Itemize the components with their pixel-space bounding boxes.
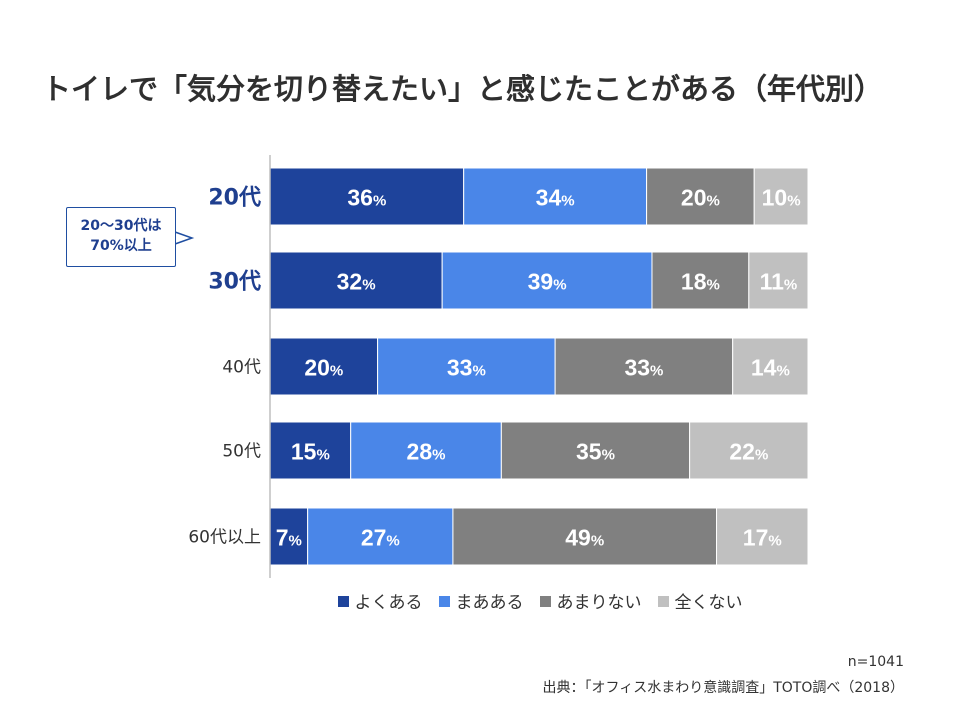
- bar-segment: [732, 337, 809, 396]
- data-label: 11%: [760, 269, 798, 295]
- legend-label: よくある: [354, 593, 423, 613]
- bar-segment: [269, 337, 379, 396]
- data-label: 10%: [762, 185, 801, 211]
- data-label: 32%: [337, 269, 376, 295]
- callout-pointer: [174, 231, 195, 245]
- legend-label: 全くない: [674, 593, 743, 613]
- legend-item: よくある: [337, 588, 423, 613]
- legend-label: あまりない: [556, 593, 642, 613]
- data-label: 27%: [361, 525, 400, 551]
- bar-segment: [753, 167, 809, 226]
- data-label: 15%: [291, 439, 330, 465]
- bar-segment: [350, 421, 502, 480]
- data-label: 18%: [681, 269, 720, 295]
- bar-segment: [646, 167, 755, 226]
- callout-text: 20〜30代は 70%以上: [80, 218, 162, 254]
- bar-segment: [269, 167, 465, 226]
- data-label: 28%: [407, 439, 446, 465]
- data-label: 22%: [729, 439, 768, 465]
- data-label: 33%: [447, 355, 486, 381]
- data-label: 17%: [743, 525, 782, 551]
- legend-label: まあある: [455, 593, 524, 613]
- bar-segment: [748, 251, 809, 310]
- bar-segment: [269, 251, 443, 310]
- bar-segment: [651, 251, 750, 310]
- bar-segment: [716, 507, 809, 566]
- legend-swatch: [337, 596, 349, 607]
- data-label: 49%: [565, 525, 604, 551]
- data-label: 7%: [276, 525, 302, 551]
- sample-size-note: n=1041: [847, 654, 904, 670]
- bar-segment: [689, 421, 809, 480]
- category-label: 30代: [208, 270, 261, 295]
- bar-segment: [307, 507, 454, 566]
- legend-swatch: [657, 596, 669, 607]
- legend-item: あまりない: [539, 588, 642, 613]
- data-label: 39%: [528, 269, 567, 295]
- data-label: 34%: [536, 185, 575, 211]
- legend-swatch: [438, 596, 450, 607]
- data-label: 36%: [347, 185, 386, 211]
- source-note: 出典：「オフィス水まわり意識調査」TOTO調べ（2018）: [542, 680, 905, 696]
- legend-swatch: [539, 596, 551, 607]
- bar-segment: [441, 251, 653, 310]
- bar-segment: [452, 507, 718, 566]
- data-label: 20%: [304, 355, 343, 381]
- data-label: 33%: [624, 355, 663, 381]
- chart-title: トイレで「気分を切り替えたい」と感じたことがある（年代別）: [42, 72, 884, 106]
- category-label: 60代以上: [188, 528, 261, 548]
- data-label: 20%: [681, 185, 720, 211]
- legend: よくある まあある あまりない 全くない: [0, 588, 960, 613]
- category-label: 20代: [208, 186, 261, 211]
- bar-segment: [269, 421, 352, 480]
- category-label: 40代: [222, 358, 261, 378]
- bar-segment: [377, 337, 556, 396]
- data-label: 14%: [751, 355, 790, 381]
- data-label: 35%: [576, 439, 615, 465]
- callout-box: 20〜30代は 70%以上: [66, 207, 176, 267]
- category-label: 50代: [222, 442, 261, 462]
- legend-item: 全くない: [657, 588, 743, 613]
- legend-item: まあある: [438, 588, 524, 613]
